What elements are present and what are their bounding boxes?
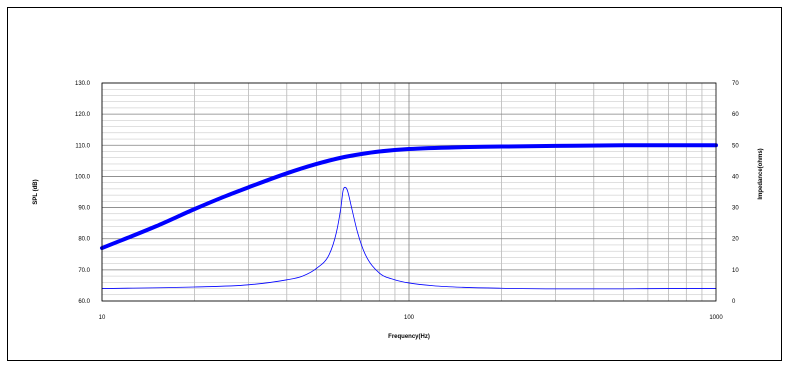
y-left-tick-label: 130.0 xyxy=(75,81,91,87)
y-left-tick-label: 80.0 xyxy=(78,237,90,243)
y-right-tick-label: 30 xyxy=(732,206,739,212)
tick-labels: 10 100 100060.070.080.090.0100.0110.0120.0… xyxy=(75,81,739,321)
spl-curve xyxy=(100,143,718,251)
x-axis-title: Frequency(Hz) xyxy=(388,334,430,340)
y-right-tick-label: 60 xyxy=(732,112,739,118)
y-right-tick-label: 70 xyxy=(732,81,739,87)
y-left-tick-label: 90.0 xyxy=(78,206,90,212)
y-left-tick-label: 110.0 xyxy=(75,143,90,149)
y-right-tick-label: 40 xyxy=(732,174,739,180)
plot-area-border xyxy=(101,82,717,302)
y-left-tick-label: 70.0 xyxy=(78,268,90,274)
y-right-tick-label: 10 xyxy=(732,268,739,274)
y-axis-left-title: SPL (dB) xyxy=(33,179,39,204)
x-tick-label: 1000 xyxy=(709,315,723,321)
y-left-tick-label: 60.0 xyxy=(78,299,90,305)
series-layer xyxy=(100,143,718,290)
impedance-curve xyxy=(101,186,717,290)
x-tick-label: 10 xyxy=(99,315,106,321)
y-left-tick-label: 100.0 xyxy=(75,174,91,180)
y-right-tick-label: 50 xyxy=(732,143,739,149)
y-left-tick-label: 120.0 xyxy=(75,112,91,118)
y-right-tick-label: 20 xyxy=(732,237,739,243)
x-tick-label: 100 xyxy=(404,315,415,321)
y-right-tick-label: 0 xyxy=(732,299,736,305)
y-axis-right-title: Impedance(ohms) xyxy=(758,148,764,199)
